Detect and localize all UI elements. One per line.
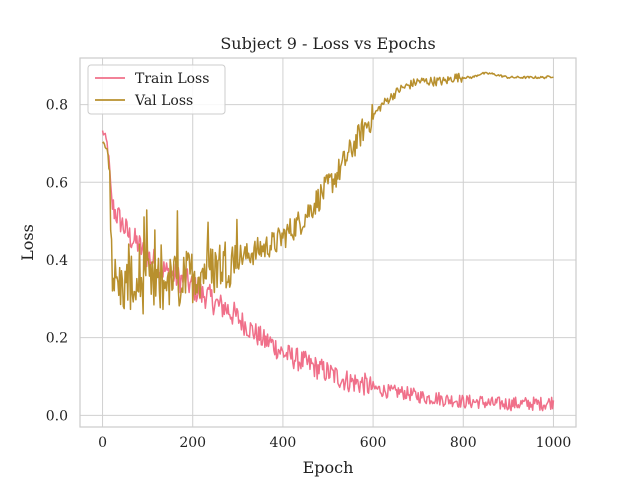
y-tick-label: 0.8 [46,98,68,114]
x-tick-label: 400 [270,435,297,451]
legend: Train Loss Val Loss [87,64,226,115]
y-tick-label: 0.4 [46,253,68,269]
x-tick-label: 800 [450,435,477,451]
x-tick-label: 200 [179,435,206,451]
y-tick-label: 0.6 [46,175,68,191]
y-tick-label: 0.2 [46,331,68,347]
tick-layer: 0 200 400 600 800 1000 0.0 0.2 0.4 0.6 0.8 [46,98,572,451]
val-loss-line [101,71,554,315]
plot-frame [79,57,577,428]
legend-label-val-loss: Val Loss [134,93,193,109]
x-tick-label: 1000 [536,435,572,451]
y-axis-label: Loss [18,224,37,261]
series-layer [101,71,555,412]
x-axis-label: Epoch [303,458,354,477]
chart-title: Subject 9 - Loss vs Epochs [220,34,435,53]
legend-label-train-loss: Train Loss [135,71,209,87]
x-tick-label: 600 [360,435,387,451]
y-tick-label: 0.0 [46,408,68,424]
x-tick-label: 0 [98,435,107,451]
